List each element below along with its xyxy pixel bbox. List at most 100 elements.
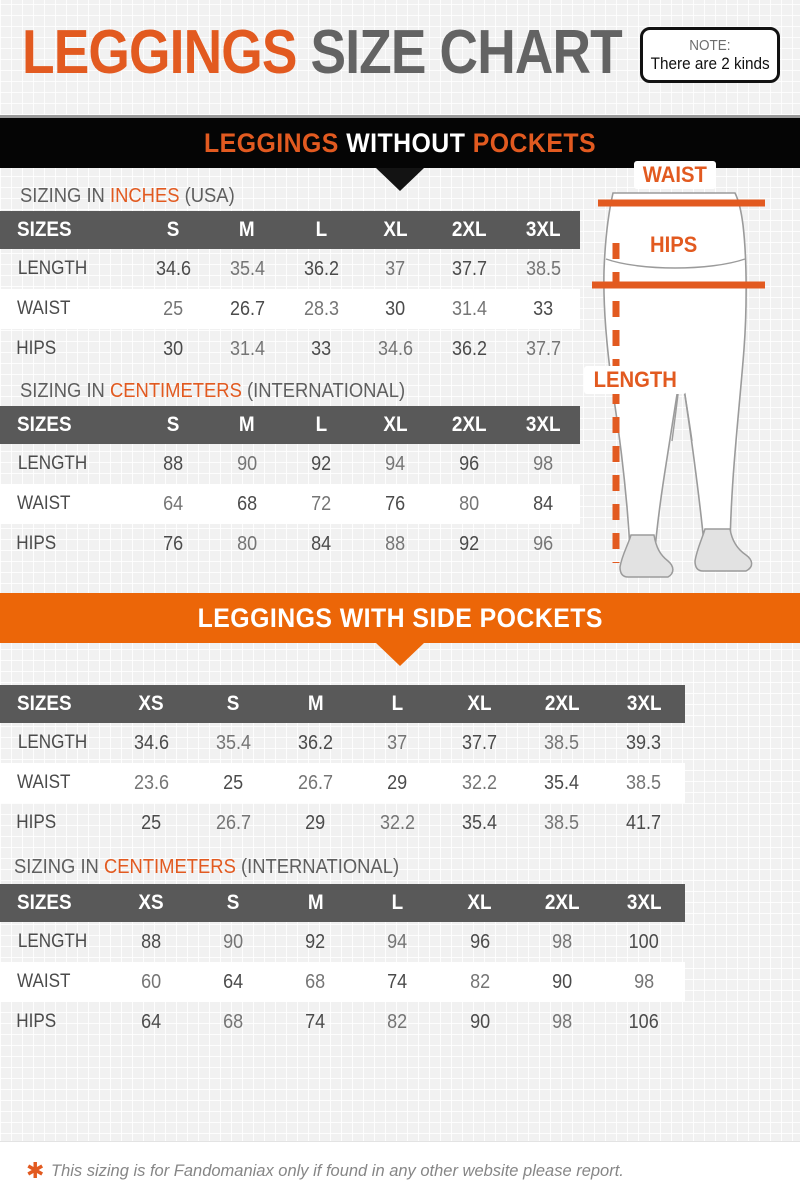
row-label-hips: HIPS xyxy=(16,338,57,359)
cell-hips-l: 84 xyxy=(310,532,332,555)
table-header-size-3xl: 3XL xyxy=(602,685,685,723)
figure-label-hips: HIPS xyxy=(642,231,706,259)
cell-hips-m: 29 xyxy=(305,811,326,834)
caption-inches-prefix: SIZING IN xyxy=(20,185,110,207)
table-header-size-m: M xyxy=(210,211,284,249)
page-title: LEGGINGS SIZE CHART xyxy=(22,22,623,84)
cell-hips-xl: 90 xyxy=(469,1010,490,1033)
table-inches-without-pockets: SIZES S M L XL 2XL 3XL LENGTH 34.6 35.4 36.2 37 37.… xyxy=(0,211,580,369)
row-label-waist: WAIST xyxy=(0,962,111,1002)
footer-note: ✱ This sizing is for Fandomaniax only if… xyxy=(0,1141,800,1200)
footer-note-text: This sizing is for Fandomaniax only if f… xyxy=(51,1161,625,1180)
figure-label-length: LENGTH xyxy=(584,366,687,394)
cell-hips-xl: 35.4 xyxy=(462,811,498,834)
row-label-length: LENGTH xyxy=(17,453,88,474)
cell-length-xs: 34.6 xyxy=(133,731,169,754)
cell-waist-s: 25 xyxy=(192,763,275,803)
section-without-pockets: SIZING IN INCHES (USA) SIZES S M L XL 2XL 3XL … xyxy=(0,161,800,593)
row-label-length: LENGTH xyxy=(17,931,88,952)
table-header-size-s: S xyxy=(192,685,275,723)
cell-length-3xl: 38.5 xyxy=(525,257,561,280)
caption-cm-prefix-2: SIZING IN xyxy=(14,856,104,878)
note-badge-title: NOTE: xyxy=(689,37,731,54)
cell-length-xl: 37.7 xyxy=(462,731,498,754)
cell-length-2xl: 96 xyxy=(458,452,480,475)
table-header-row: SIZES XS S M L XL 2XL 3XL xyxy=(0,685,685,723)
cell-length-s: 90 xyxy=(223,930,244,953)
cell-hips-s: 26.7 xyxy=(215,811,251,834)
row-label-waist: WAIST xyxy=(0,763,111,803)
cell-waist-2xl: 35.4 xyxy=(520,763,603,803)
row-label-length: LENGTH xyxy=(17,732,88,753)
table-header-size-s: S xyxy=(136,211,210,249)
table-header-size-3xl: 3XL xyxy=(602,884,685,922)
table-header-size-l: L xyxy=(284,406,358,444)
table-header-size-s: S xyxy=(136,406,210,444)
cell-length-xl: 37 xyxy=(384,257,406,280)
cell-length-l: 37 xyxy=(387,731,408,754)
banner-word-without: WITHOUT xyxy=(346,127,466,158)
cell-length-s: 34.6 xyxy=(155,257,191,280)
table-row: HIPS 76 80 84 88 92 96 xyxy=(0,524,580,564)
table-inches-with-pockets: SIZES XS S M L XL 2XL 3XL LENGTH 34.6 35.4 36.2 37 3… xyxy=(0,685,685,843)
table-header-size-l: L xyxy=(356,685,439,723)
table-header-size-2xl: 2XL xyxy=(432,211,506,249)
cell-hips-3xl: 106 xyxy=(628,1010,659,1033)
caption-centimeters-international-2: SIZING IN CENTIMETERS (INTERNATIONAL) xyxy=(14,856,399,879)
cell-hips-l: 33 xyxy=(310,337,332,360)
cell-waist-xl: 32.2 xyxy=(438,763,521,803)
cell-waist-l: 29 xyxy=(356,763,439,803)
cell-length-xl: 94 xyxy=(384,452,406,475)
table-header-size-xl: XL xyxy=(358,211,432,249)
caption-cm-suffix-2: (INTERNATIONAL) xyxy=(235,856,400,878)
table-centimeters-with-pockets: SIZES XS S M L XL 2XL 3XL LENGTH 88 90 92 94 96 98 100… xyxy=(0,884,685,1042)
table-header-size-m: M xyxy=(274,884,357,922)
cell-hips-m: 31.4 xyxy=(229,337,265,360)
banner-arrow-down-icon xyxy=(376,643,424,666)
measurement-diagram: WAIST HIPS LENGTH xyxy=(580,161,800,613)
table-header-size-s: S xyxy=(192,884,275,922)
cell-waist-m: 68 xyxy=(274,962,357,1002)
table-header-sizes: SIZES xyxy=(0,884,111,922)
cell-hips-2xl: 92 xyxy=(458,532,480,555)
cell-waist-2xl: 31.4 xyxy=(432,289,506,329)
table-header-size-2xl: 2XL xyxy=(520,884,603,922)
cell-waist-s: 64 xyxy=(192,962,275,1002)
table-header-size-l: L xyxy=(284,211,358,249)
cell-waist-3xl: 33 xyxy=(506,289,580,329)
section-with-side-pockets: SIZES XS S M L XL 2XL 3XL LENGTH 34.6 35.4 36.2 37 3… xyxy=(0,643,800,1058)
cell-hips-m: 80 xyxy=(236,532,258,555)
cell-length-m: 36.2 xyxy=(297,731,333,754)
cell-hips-m: 74 xyxy=(305,1010,326,1033)
note-badge: NOTE: There are 2 kinds xyxy=(640,27,780,83)
asterisk-icon: ✱ xyxy=(26,1158,45,1183)
table-header-size-3xl: 3XL xyxy=(506,211,580,249)
cell-hips-3xl: 96 xyxy=(532,532,554,555)
caption-centimeters-international-1: SIZING IN CENTIMETERS (INTERNATIONAL) xyxy=(20,380,405,403)
row-label-hips: HIPS xyxy=(16,533,57,554)
cell-hips-s: 30 xyxy=(162,337,184,360)
table-header-size-xl: XL xyxy=(438,884,521,922)
table-header-size-l: L xyxy=(356,884,439,922)
table-row: WAIST 25 26.7 28.3 30 31.4 33 xyxy=(0,289,580,329)
table-header-row: SIZES S M L XL 2XL 3XL xyxy=(0,211,580,249)
figure-label-waist: WAIST xyxy=(634,161,716,189)
table-header-size-xs: XS xyxy=(110,884,193,922)
caption-cm-prefix-1: SIZING IN xyxy=(20,380,110,402)
table-header-size-m: M xyxy=(210,406,284,444)
table-header-sizes: SIZES xyxy=(0,685,111,723)
cell-length-2xl: 38.5 xyxy=(544,731,580,754)
table-header-size-2xl: 2XL xyxy=(520,685,603,723)
banner-without-pockets-text: LEGGINGS WITHOUT POCKETS xyxy=(204,128,596,159)
table-header-size-3xl: 3XL xyxy=(506,406,580,444)
cell-waist-s: 64 xyxy=(136,484,210,524)
banner-with-side-pockets: LEGGINGS WITH SIDE POCKETS xyxy=(0,593,800,666)
table-row: LENGTH 88 90 92 94 96 98 100 xyxy=(0,922,685,962)
table-header-row: SIZES S M L XL 2XL 3XL xyxy=(0,406,580,444)
row-label-hips: HIPS xyxy=(16,1011,57,1032)
caption-cm-suffix-1: (INTERNATIONAL) xyxy=(241,380,406,402)
table-header-size-2xl: 2XL xyxy=(432,406,506,444)
cell-waist-xs: 23.6 xyxy=(110,763,193,803)
cell-waist-xl: 30 xyxy=(358,289,432,329)
